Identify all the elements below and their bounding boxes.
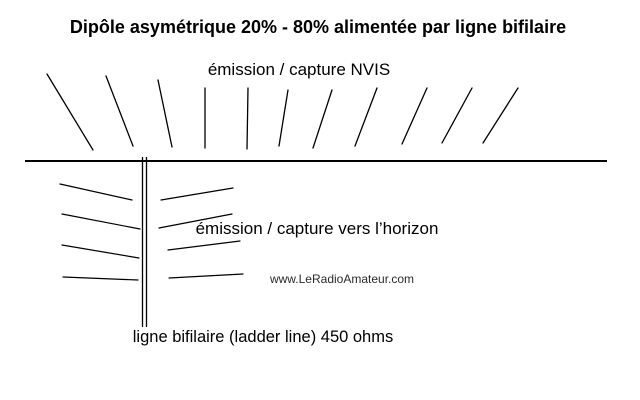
horizon-ray-left: [59, 183, 133, 201]
bifilar-feeder: [141, 157, 148, 327]
horizon-ray-left: [62, 276, 139, 281]
horizon-ray-right: [167, 240, 241, 251]
horizon-ray-right: [168, 273, 244, 279]
horizon-ray-right: [158, 213, 233, 229]
nvis-ray: [46, 73, 94, 151]
horizon-ray-left: [61, 244, 140, 259]
diagram-title: Dipôle asymétrique 20% - 80% alimentée p…: [69, 17, 567, 37]
nvis-ray: [441, 87, 473, 144]
nvis-ray: [105, 75, 134, 147]
nvis-ray: [312, 89, 333, 149]
horizon-ray-right: [160, 187, 234, 201]
nvis-ray: [157, 79, 173, 148]
horizon-ray-group-right: [158, 187, 244, 279]
nvis-ray-group: [46, 73, 519, 151]
horizon-emission-label: émission / capture vers l’horizon: [195, 219, 439, 238]
nvis-ray: [246, 87, 249, 150]
nvis-ray: [401, 87, 428, 145]
nvis-emission-label: émission / capture NVIS: [207, 60, 391, 79]
website-watermark: www.LeRadioAmateur.com: [269, 272, 415, 286]
nvis-ray: [278, 89, 289, 147]
ladder-line-label: ligne bifilaire (ladder line) 450 ohms: [132, 328, 394, 346]
horizon-ray-left: [61, 213, 141, 230]
nvis-ray: [354, 87, 378, 147]
horizon-ray-group-left: [59, 183, 141, 281]
nvis-ray: [482, 87, 519, 144]
